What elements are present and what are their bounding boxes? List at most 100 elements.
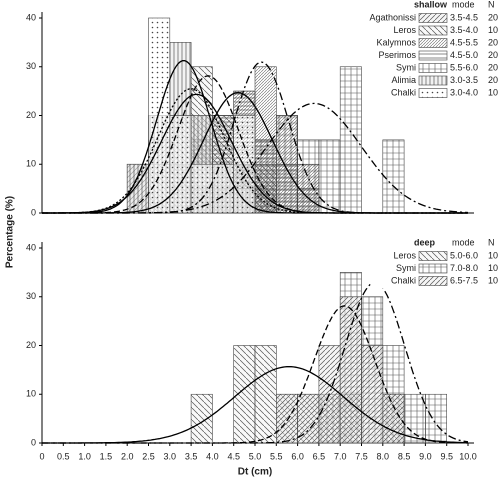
legend-swatch [418, 13, 448, 23]
legend-mode: 5.0-6.0 [450, 250, 478, 260]
legend-n: 10 [488, 250, 498, 260]
legend-header: mode [452, 0, 475, 9]
x-tick-label: 1.5 [100, 451, 113, 461]
y-tick-label: 0 [31, 207, 36, 217]
x-tick-label: 2.0 [121, 451, 134, 461]
legend-n: 10 [488, 25, 498, 35]
legend-n: 20 [488, 50, 498, 60]
fit-curve [42, 281, 469, 444]
x-tick-label: 8.5 [398, 451, 411, 461]
legend-mode: 5.5-6.0 [450, 62, 478, 72]
bar [275, 393, 298, 444]
bar [190, 393, 213, 444]
bar [254, 345, 277, 444]
legend-swatch [418, 38, 448, 48]
legend-mode: 3.5-4.0 [450, 25, 478, 35]
x-axis-label: Dt (cm) [238, 467, 272, 478]
legend-n: 10 [488, 275, 498, 285]
x-tick-label: 3.5 [185, 451, 198, 461]
legend-swatch [418, 63, 448, 73]
legend-n: 20 [488, 62, 498, 72]
x-tick-label: 0.5 [57, 451, 70, 461]
bar [212, 163, 234, 214]
legend-header: N [488, 0, 495, 9]
legend-swatch [418, 88, 448, 98]
y-tick-label: 30 [26, 291, 36, 301]
x-tick-label: 7.0 [334, 451, 347, 461]
fit-curve [42, 88, 468, 214]
bar [339, 296, 362, 444]
y-tick-label: 40 [26, 12, 36, 22]
y-tick-label: 0 [31, 437, 36, 447]
legend-swatch [418, 263, 448, 274]
legend-swatch [418, 50, 448, 61]
y-tick-label: 10 [26, 159, 36, 169]
bar [382, 393, 405, 444]
legend-mode: 3.5-4.5 [450, 12, 478, 22]
fit-curve [42, 305, 468, 444]
x-tick-label: 6.0 [291, 451, 304, 461]
legend-swatch [418, 251, 448, 261]
bar [148, 17, 171, 214]
legend-label: Leros [393, 25, 416, 35]
x-tick-label: 1.0 [78, 451, 91, 461]
x-tick-label: 7.5 [355, 451, 368, 461]
x-tick-label: 9.0 [419, 451, 432, 461]
legend-label: Chalki [391, 275, 416, 285]
x-tick-label: 6.5 [313, 451, 326, 461]
legend-header: N [488, 237, 495, 247]
bar [318, 139, 341, 214]
legend-mode: 4.5-5.0 [450, 50, 478, 60]
legend-mode: 3.0-4.0 [450, 87, 478, 97]
bar [233, 115, 256, 214]
y-tick-label: 20 [26, 340, 36, 350]
legend-label: Symi [396, 62, 416, 72]
legend-mode: 3.0-3.5 [450, 75, 478, 85]
legend-mode: 6.5-7.5 [450, 275, 478, 285]
legend-label: Alimia [391, 75, 416, 85]
legend-label: Agathonissi [369, 12, 416, 22]
legend-title: shallow [414, 0, 448, 9]
fit-curve [42, 60, 468, 214]
legend-header: mode [452, 237, 475, 247]
legend-mode: 4.5-5.5 [450, 37, 478, 47]
legend-swatch [418, 75, 448, 86]
y-tick-label: 30 [26, 61, 36, 71]
legend-n: 20 [488, 75, 498, 85]
legend-n: 20 [488, 12, 498, 22]
bar [425, 393, 447, 444]
legend-label: Leros [393, 250, 416, 260]
x-tick-label: 2.5 [142, 451, 155, 461]
legend-label: Chalki [391, 87, 416, 97]
legend-label: Kalymnos [376, 37, 416, 47]
x-tick-label: 4.0 [206, 451, 219, 461]
bar [169, 115, 192, 214]
x-tick-label: 3.0 [164, 451, 177, 461]
legend-mode: 7.0-8.0 [450, 263, 478, 273]
bar [382, 139, 405, 214]
x-tick-label: 5.0 [249, 451, 262, 461]
x-tick-label: 5.5 [270, 451, 283, 461]
bar [275, 115, 298, 214]
legend-label: Pserimos [378, 50, 416, 60]
bar [297, 139, 320, 214]
legend-swatch [418, 25, 448, 36]
legend-n: 10 [488, 87, 498, 97]
x-tick-label: 8.0 [377, 451, 390, 461]
bar [339, 66, 362, 214]
legend-title: deep [414, 237, 436, 247]
x-tick-label: 4.5 [227, 451, 240, 461]
legend-n: 20 [488, 37, 498, 47]
x-tick-label: 0 [39, 451, 44, 461]
y-tick-label: 10 [26, 389, 36, 399]
legend-n: 10 [488, 263, 498, 273]
y-tick-label: 20 [26, 110, 36, 120]
bar [361, 345, 384, 444]
legend-label: Symi [396, 263, 416, 273]
x-tick-label: 10.0 [459, 451, 477, 461]
x-tick-label: 9.5 [440, 451, 453, 461]
y-tick-label: 40 [26, 242, 36, 252]
y-axis-label: Percentage (%) [5, 196, 16, 268]
fit-curve [42, 102, 469, 214]
